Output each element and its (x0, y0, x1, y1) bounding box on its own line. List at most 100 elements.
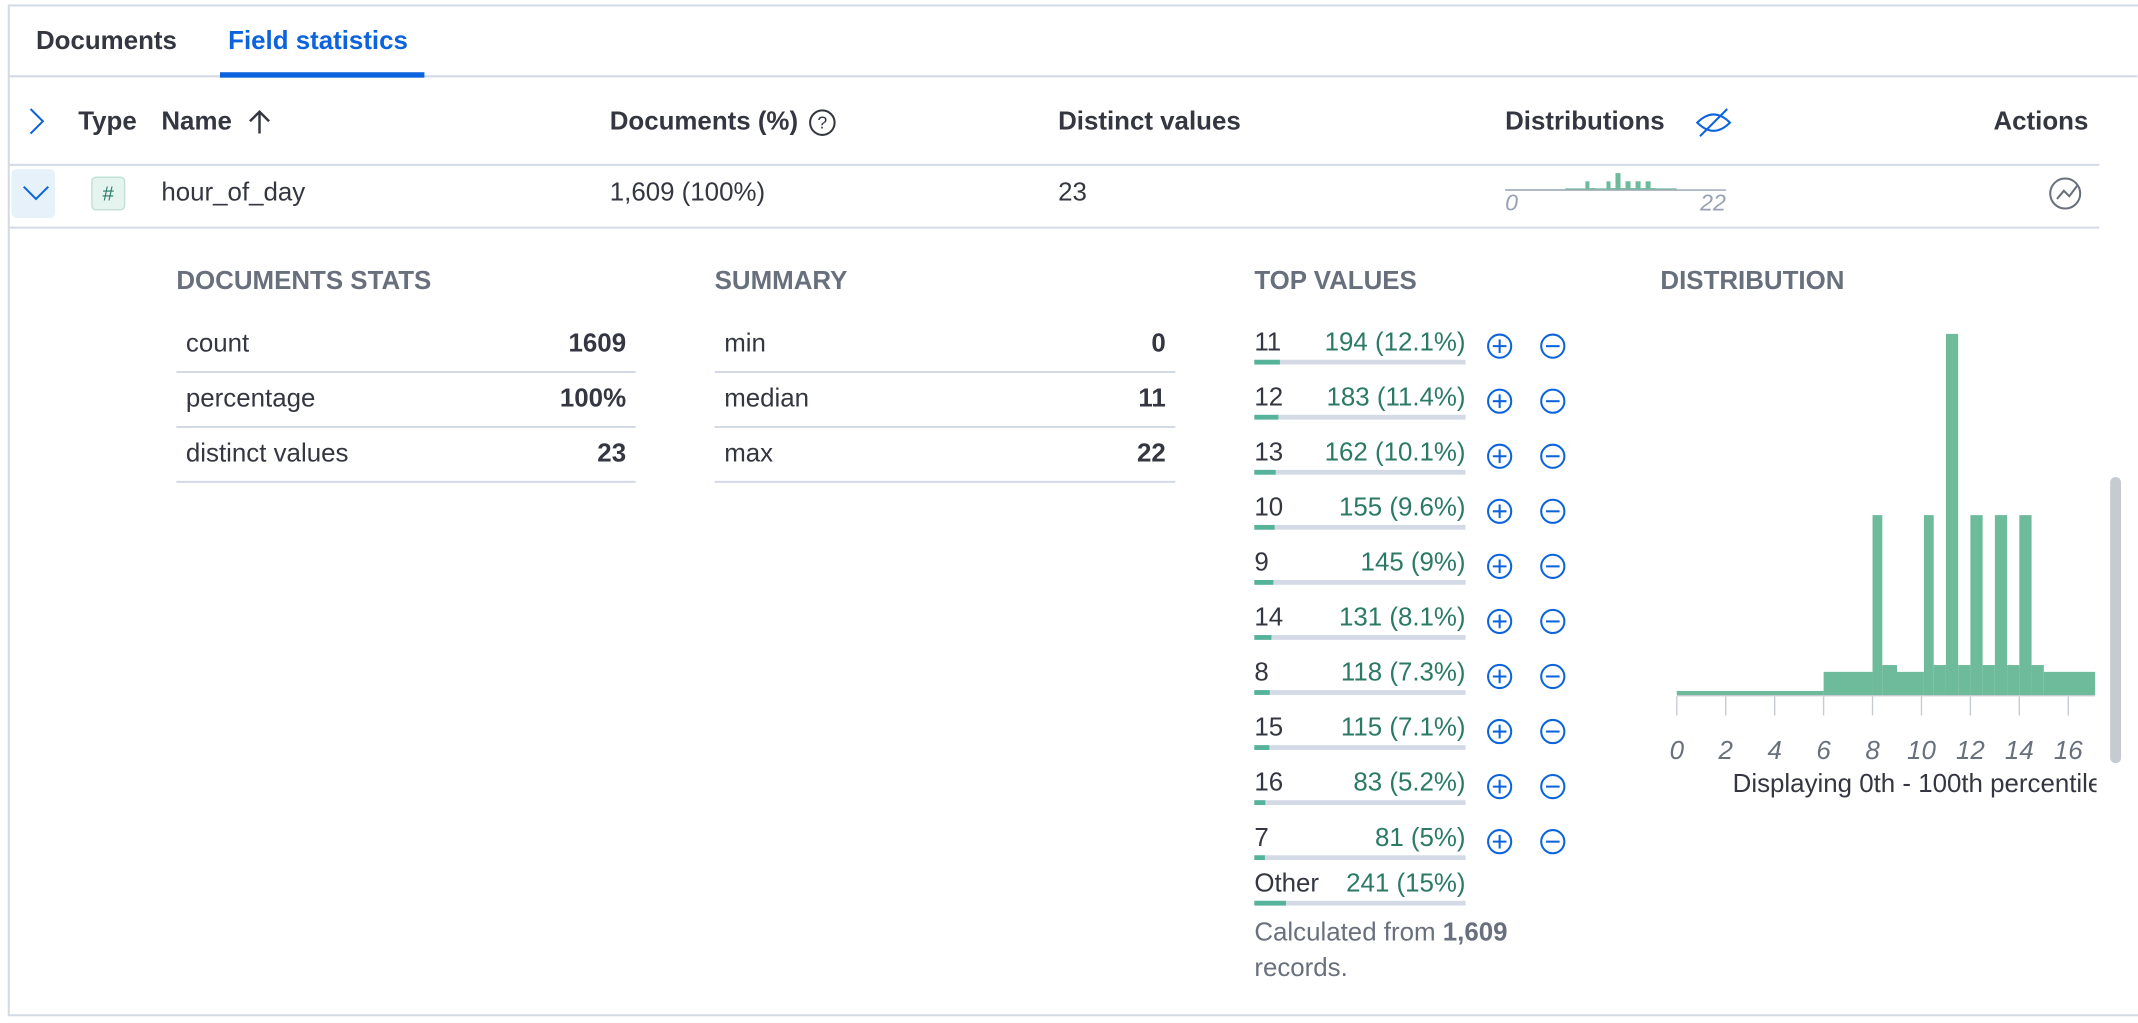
histogram-bar (1646, 181, 1651, 189)
top-value: 13 (1254, 438, 1283, 466)
x-tick-label: 10 (1907, 737, 1936, 765)
top-value: 11 (1254, 328, 1281, 356)
percent-bar (1254, 855, 1265, 860)
stat-value: 11 (1138, 385, 1165, 413)
distinct-value: 23 (1058, 178, 1087, 206)
percent-track (1254, 360, 1465, 365)
column-header: Actions (1993, 107, 2088, 135)
percent-track (1254, 800, 1465, 805)
x-tick-label: 4 (1767, 737, 1781, 765)
percent-bar (1254, 360, 1280, 365)
collapse-button[interactable] (11, 169, 55, 218)
top-value-count: 131 (8.1%) (1339, 604, 1466, 632)
field-name: hour_of_day (161, 178, 305, 206)
percent-track (1254, 690, 1465, 695)
histogram-bar (1958, 665, 1970, 695)
top-value: Other (1254, 869, 1319, 897)
histogram-bar (1824, 672, 1873, 695)
stat-label: count (186, 330, 249, 358)
histogram-bar (1970, 515, 1982, 695)
top-value-count: 162 (10.1%) (1325, 438, 1466, 466)
top-value: 14 (1254, 604, 1283, 632)
tab-selected[interactable]: Field statistics (228, 27, 408, 55)
histogram-bar (1631, 188, 1636, 189)
percent-bar (1254, 635, 1271, 640)
top-value-count: 83 (5.2%) (1353, 769, 1465, 797)
percent-track (1254, 635, 1465, 640)
x-tick-label: 8 (1865, 737, 1880, 765)
histogram-bar (1626, 181, 1631, 189)
percent-bar (1254, 525, 1274, 530)
histogram-bar (1606, 181, 1610, 189)
top-value: 16 (1254, 769, 1283, 797)
histogram-bar (1946, 334, 1958, 695)
percent-bar (1254, 690, 1269, 695)
histogram-bar (1983, 665, 1995, 695)
histogram-bar (2019, 515, 2031, 695)
top-value-count: 145 (9%) (1361, 548, 1466, 576)
histogram-bar (1641, 188, 1646, 189)
histogram-bar (1873, 515, 1883, 695)
tab[interactable]: Documents (36, 27, 177, 55)
stat-value: 0 (1151, 330, 1165, 358)
help-glyph: ? (817, 113, 827, 133)
section-title: DISTRIBUTION (1660, 267, 1844, 295)
section-title: DOCUMENTS STATS (176, 267, 431, 295)
footer-note: Calculated from 1,609 (1254, 918, 1507, 946)
top-value-count: 194 (12.1%) (1325, 328, 1466, 356)
column-header[interactable]: Documents (%) (610, 107, 798, 135)
stat-label: max (724, 439, 773, 467)
column-header: Distributions (1505, 107, 1665, 135)
x-tick-label: 2 (1718, 737, 1734, 765)
top-value-count: 115 (7.1%) (1341, 714, 1466, 742)
column-header[interactable]: Name (161, 107, 231, 135)
documents-value: 1,609 (100%) (610, 178, 765, 206)
histogram-bar (1651, 188, 1656, 189)
scrollbar[interactable] (2110, 477, 2121, 763)
percent-bar (1254, 745, 1269, 750)
top-value-count: 118 (7.3%) (1341, 659, 1466, 687)
section-title: SUMMARY (715, 267, 848, 295)
percent-bar (1254, 800, 1265, 805)
stat-label: distinct values (186, 439, 349, 467)
panel-border (9, 5, 2138, 1015)
histogram-bar (1610, 188, 1615, 189)
x-tick-label: 14 (2005, 737, 2034, 765)
stat-value: 22 (1137, 439, 1166, 467)
histogram-bar (1995, 515, 2007, 695)
stat-label: min (724, 330, 766, 358)
percent-track (1254, 580, 1465, 585)
histogram-bar (1656, 188, 1677, 189)
top-value-count: 183 (11.4%) (1327, 383, 1466, 411)
histogram-bar (1589, 188, 1595, 189)
top-value: 8 (1254, 659, 1268, 687)
histogram-bar (1924, 515, 1934, 695)
percent-track (1254, 415, 1465, 420)
histogram-bar (1585, 181, 1589, 189)
top-value-count: 241 (15%) (1346, 869, 1465, 897)
stat-label: percentage (186, 385, 315, 413)
histogram-bar (1677, 691, 1824, 695)
percent-bar (1254, 901, 1286, 906)
distribution-caption: Displaying 0th - 100th percentile (1733, 770, 2103, 798)
column-header[interactable]: Type (78, 107, 136, 135)
top-value: 7 (1254, 824, 1268, 852)
mini-tick-label: 0 (1505, 190, 1518, 216)
mini-tick-label: 22 (1699, 190, 1726, 216)
stat-value: 100% (560, 385, 626, 413)
percent-track (1254, 525, 1465, 530)
histogram-bar (1615, 173, 1620, 189)
histogram-bar (2032, 665, 2044, 695)
top-value: 9 (1254, 548, 1268, 576)
percent-track (1254, 855, 1465, 860)
top-value: 10 (1254, 493, 1283, 521)
x-tick-label: 6 (1816, 737, 1831, 765)
top-value-count: 155 (9.6%) (1339, 493, 1466, 521)
column-header: Distinct values (1058, 107, 1241, 135)
percent-bar (1254, 580, 1273, 585)
stat-value: 1609 (569, 330, 627, 358)
percent-bar (1254, 415, 1278, 420)
histogram-bar (1595, 188, 1606, 189)
